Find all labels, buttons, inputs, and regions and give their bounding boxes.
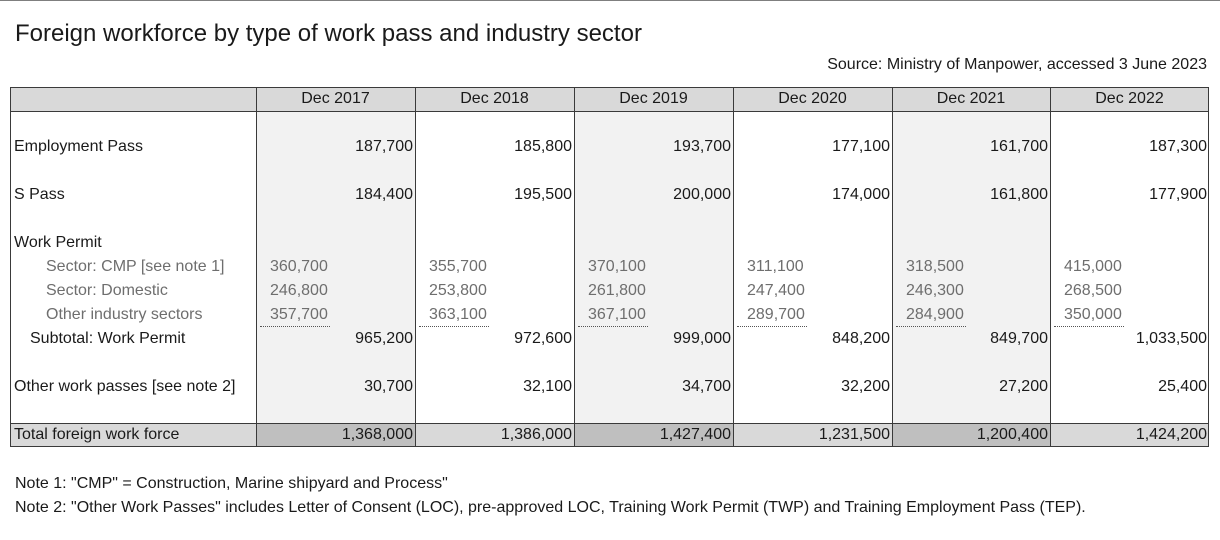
s-pass-value: 200,000 — [673, 186, 731, 203]
column-rule — [574, 87, 575, 447]
column-rule — [1050, 87, 1051, 447]
sector-value: 357,700 — [270, 306, 328, 323]
subtotal-value: 1,033,500 — [1135, 330, 1207, 347]
s-pass-value: 174,000 — [832, 186, 890, 203]
notes: Note 1: "CMP" = Construction, Marine shi… — [15, 472, 1086, 520]
header-rule — [10, 111, 1209, 112]
subtotal-rule — [260, 326, 330, 327]
total-value: 1,231,500 — [818, 426, 890, 443]
column-header: Dec 2019 — [619, 90, 688, 107]
subtotal-rule — [578, 326, 648, 327]
column-header: Dec 2020 — [778, 90, 847, 107]
sector-value: 246,300 — [906, 282, 964, 299]
row-label-total: Total foreign work force — [14, 426, 180, 443]
top-rule — [0, 0, 1220, 1]
total-value: 1,427,400 — [659, 426, 731, 443]
employment-pass-value: 177,100 — [832, 138, 890, 155]
source-note: Source: Ministry of Manpower, accessed 3… — [827, 56, 1207, 73]
other-work-passes-value: 27,200 — [999, 378, 1048, 395]
sector-value: 360,700 — [270, 258, 328, 275]
sector-value: 289,700 — [747, 306, 805, 323]
column-shade — [574, 87, 733, 447]
header-row — [10, 87, 1209, 111]
sector-value: 246,800 — [270, 282, 328, 299]
subtotal-value: 999,000 — [673, 330, 731, 347]
workforce-table: Dec 2017 Dec 2018 Dec 2019 Dec 2020 Dec 2021… — [10, 87, 1209, 447]
column-rule — [415, 87, 416, 447]
employment-pass-value: 161,700 — [990, 138, 1048, 155]
total-shade-cell — [574, 423, 733, 447]
sector-value: 350,000 — [1064, 306, 1122, 323]
sector-value: 367,100 — [588, 306, 646, 323]
row-label-other-work-passes: Other work passes [see note 2] — [14, 378, 236, 395]
s-pass-value: 195,500 — [514, 186, 572, 203]
note-1: Note 1: "CMP" = Construction, Marine shi… — [15, 475, 448, 492]
sector-value: 363,100 — [429, 306, 487, 323]
s-pass-value: 184,400 — [355, 186, 413, 203]
s-pass-value: 161,800 — [990, 186, 1048, 203]
table-frame — [10, 87, 1209, 447]
subtotal-rule — [896, 326, 966, 327]
row-label-s-pass: S Pass — [14, 186, 65, 203]
subtotal-value: 972,600 — [514, 330, 572, 347]
sector-value: 370,100 — [588, 258, 646, 275]
other-work-passes-value: 32,100 — [523, 378, 572, 395]
column-rule — [733, 87, 734, 447]
total-shade-cell — [256, 423, 415, 447]
sector-value: 355,700 — [429, 258, 487, 275]
column-header: Dec 2021 — [936, 90, 1006, 107]
row-label-employment-pass: Employment Pass — [14, 138, 143, 155]
employment-pass-value: 187,700 — [355, 138, 413, 155]
column-rule — [892, 87, 893, 447]
subtotal-rule — [419, 326, 489, 327]
other-work-passes-value: 34,700 — [682, 378, 731, 395]
subtotal-rule — [1054, 326, 1124, 327]
subtotal-value: 848,200 — [832, 330, 890, 347]
sector-value: 247,400 — [747, 282, 805, 299]
total-row — [10, 423, 1209, 447]
note-2: Note 2: "Other Work Passes" includes Let… — [15, 499, 1086, 516]
column-header: Dec 2017 — [301, 90, 370, 107]
sector-value: 268,500 — [1064, 282, 1122, 299]
total-shade-cell — [892, 423, 1050, 447]
employment-pass-value: 185,800 — [514, 138, 572, 155]
column-header: Dec 2022 — [1095, 90, 1164, 107]
s-pass-value: 177,900 — [1149, 186, 1207, 203]
employment-pass-value: 187,300 — [1149, 138, 1207, 155]
other-work-passes-value: 32,200 — [841, 378, 890, 395]
total-value: 1,200,400 — [976, 426, 1048, 443]
total-rule — [10, 423, 1209, 424]
total-value: 1,386,000 — [500, 426, 572, 443]
column-header: Dec 2018 — [460, 90, 529, 107]
row-label-sector: Sector: Domestic — [46, 282, 168, 299]
sector-value: 311,100 — [747, 258, 804, 275]
column-shade — [892, 87, 1050, 447]
other-work-passes-value: 30,700 — [364, 378, 413, 395]
other-work-passes-value: 25,400 — [1158, 378, 1207, 395]
page-title: Foreign workforce by type of work pass a… — [15, 20, 642, 47]
sector-value: 415,000 — [1064, 258, 1122, 275]
total-value: 1,424,200 — [1135, 426, 1207, 443]
sector-value: 318,500 — [906, 258, 964, 275]
subtotal-value: 849,700 — [990, 330, 1048, 347]
sector-value: 284,900 — [906, 306, 964, 323]
sector-value: 253,800 — [429, 282, 487, 299]
row-label-sector: Other industry sectors — [46, 306, 203, 323]
column-shade — [256, 87, 415, 447]
row-label-subtotal: Subtotal: Work Permit — [30, 330, 186, 347]
row-label-work-permit: Work Permit — [14, 234, 102, 251]
subtotal-value: 965,200 — [355, 330, 413, 347]
row-label-sector: Sector: CMP [see note 1] — [46, 258, 225, 275]
column-rule — [256, 87, 257, 447]
employment-pass-value: 193,700 — [673, 138, 731, 155]
sector-value: 261,800 — [588, 282, 646, 299]
subtotal-rule — [737, 326, 807, 327]
total-value: 1,368,000 — [341, 426, 413, 443]
